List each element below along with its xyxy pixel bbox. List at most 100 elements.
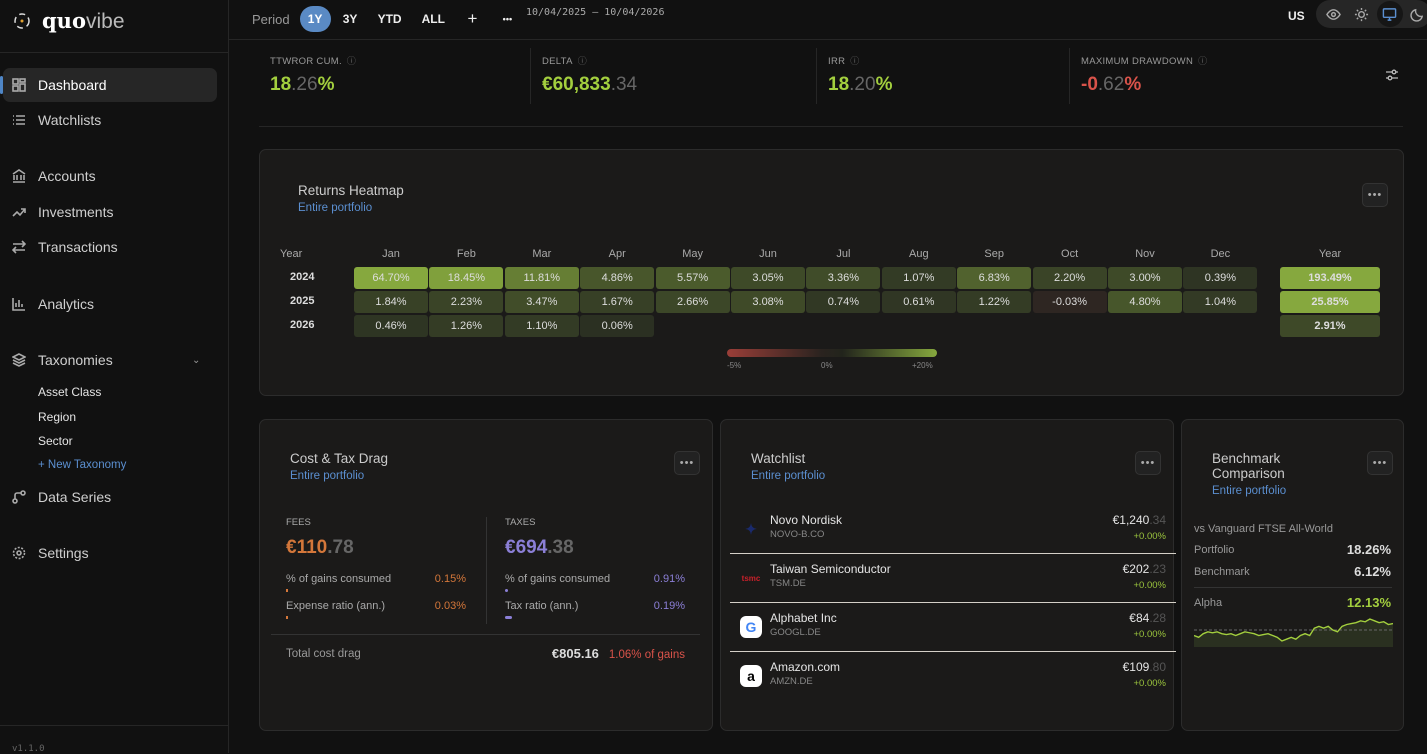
kpi-suffix: % bbox=[1124, 74, 1142, 95]
heatmap-cell[interactable]: 0.06% bbox=[580, 315, 655, 337]
period-1y-button[interactable]: 1Y bbox=[299, 6, 331, 32]
heatmap-cell[interactable]: 0.61% bbox=[881, 291, 956, 313]
year-label: 2024 bbox=[290, 271, 315, 283]
add-period-button[interactable]: + bbox=[467, 9, 478, 28]
info-icon[interactable]: ⓘ bbox=[346, 56, 357, 66]
heatmap-cell[interactable]: 3.08% bbox=[731, 291, 805, 313]
month-header: May bbox=[682, 248, 703, 260]
info-icon[interactable]: ⓘ bbox=[1198, 56, 1208, 66]
label: Transactions bbox=[38, 239, 118, 255]
system-mode-button[interactable] bbox=[1376, 1, 1403, 27]
item-price: €84.28 bbox=[1129, 611, 1166, 625]
gear-icon bbox=[12, 546, 26, 560]
info-icon[interactable]: ⓘ bbox=[577, 56, 588, 66]
heatmap-year-total[interactable]: 25.85% bbox=[1280, 291, 1380, 313]
heatmap-cell[interactable]: 2.23% bbox=[429, 291, 504, 313]
label: % of gains consumed bbox=[505, 573, 611, 585]
topbar: Period 1Y 3Y YTD ALL + ••• 10/04/2025 – … bbox=[229, 0, 1427, 40]
kpi-fraction: .26 bbox=[291, 74, 318, 95]
sidebar-item-accounts[interactable]: Accounts bbox=[0, 159, 229, 193]
heatmap-cell[interactable]: 0.39% bbox=[1183, 267, 1258, 289]
heatmap-cell[interactable]: 1.84% bbox=[354, 291, 428, 313]
heatmap-cell[interactable]: 2.20% bbox=[1032, 267, 1107, 289]
item-change: +0.00% bbox=[1133, 531, 1167, 542]
watchlist-item[interactable]: tsmc Taiwan Semiconductor TSM.DE €202.23 +0.… bbox=[730, 554, 1176, 603]
sidebar-item-dashboard[interactable]: Dashboard bbox=[0, 68, 217, 102]
heatmap-cell[interactable]: 0.74% bbox=[806, 291, 881, 313]
app-logo[interactable]: quovibe bbox=[12, 8, 125, 34]
kpi-main: 18 bbox=[270, 74, 292, 95]
watchlist-item[interactable]: G Alphabet Inc GOOGL.DE €84.28 +0.00% bbox=[730, 603, 1176, 652]
heatmap-cell[interactable]: -0.03% bbox=[1032, 291, 1107, 313]
heatmap-cell[interactable]: 5.57% bbox=[655, 267, 730, 289]
taxonomy-asset-class[interactable]: Asset Class bbox=[38, 385, 102, 399]
heatmap-cell[interactable]: 3.05% bbox=[731, 267, 805, 289]
heatmap-cell[interactable]: 64.70% bbox=[354, 267, 428, 289]
heatmap-cell[interactable]: 18.45% bbox=[429, 267, 504, 289]
more-options-button[interactable]: ••• bbox=[1367, 451, 1393, 475]
sidebar-item-settings[interactable]: Settings bbox=[0, 536, 229, 570]
sidebar-item-analytics[interactable]: Analytics bbox=[0, 287, 229, 321]
heatmap-cell[interactable]: 6.83% bbox=[957, 267, 1032, 289]
locale-button[interactable]: US bbox=[1288, 9, 1305, 23]
kpi-value: -0.62% bbox=[1081, 74, 1207, 96]
kpi-label: TTWROR CUM. ⓘ bbox=[270, 54, 356, 67]
dark-mode-button[interactable] bbox=[1405, 1, 1427, 27]
heatmap-cell[interactable]: 2.66% bbox=[655, 291, 730, 313]
taxonomy-region[interactable]: Region bbox=[38, 410, 77, 424]
moon-icon bbox=[1410, 8, 1424, 22]
heatmap-cell[interactable]: 3.47% bbox=[504, 291, 579, 313]
sidebar-item-investments[interactable]: Investments bbox=[0, 195, 229, 229]
heatmap-cell[interactable]: 11.81% bbox=[504, 267, 579, 289]
more-periods-button[interactable]: ••• bbox=[502, 14, 513, 24]
label: Analytics bbox=[38, 296, 95, 312]
heatmap-cell[interactable]: 1.22% bbox=[957, 291, 1032, 313]
period-ytd-button[interactable]: YTD bbox=[377, 12, 402, 26]
sidebar-item-watchlists[interactable]: Watchlists bbox=[0, 103, 229, 137]
label: % of gains consumed bbox=[286, 573, 392, 585]
period-all-button[interactable]: ALL bbox=[421, 12, 445, 26]
heatmap-cell[interactable]: 3.00% bbox=[1108, 267, 1182, 289]
taxonomy-sector[interactable]: Sector bbox=[38, 434, 73, 448]
kpi-suffix: % bbox=[317, 74, 335, 95]
watchlist-item[interactable]: ✦ Novo Nordisk NOVO-B.CO €1,240.34 +0.00% bbox=[730, 505, 1176, 554]
heatmap-year-total[interactable]: 2.91% bbox=[1280, 315, 1380, 337]
kpi-label-text: TTWROR CUM. bbox=[270, 56, 342, 67]
heatmap-cell[interactable]: 1.04% bbox=[1183, 291, 1258, 313]
more-options-button[interactable]: ••• bbox=[1135, 451, 1161, 475]
scope-link[interactable]: Entire portfolio bbox=[298, 202, 373, 214]
heatmap-cell[interactable]: 4.86% bbox=[580, 267, 655, 289]
watchlist-item[interactable]: a Amazon.com AMZN.DE €109.80 +0.00% bbox=[730, 652, 1176, 701]
new-taxonomy-link[interactable]: + New Taxonomy bbox=[38, 459, 127, 471]
month-header: Dec bbox=[1210, 248, 1231, 260]
light-mode-button[interactable] bbox=[1348, 1, 1374, 27]
sidebar-item-transactions[interactable]: Transactions bbox=[0, 230, 229, 264]
info-icon[interactable]: ⓘ bbox=[850, 56, 860, 66]
heatmap-cell[interactable]: 0.46% bbox=[354, 315, 428, 337]
chevron-down-icon[interactable]: ⌄ bbox=[192, 354, 201, 366]
scope-link[interactable]: Entire portfolio bbox=[751, 470, 826, 482]
heatmap-cell[interactable]: 3.36% bbox=[806, 267, 881, 289]
period-3y-button[interactable]: 3Y bbox=[342, 12, 358, 26]
divider bbox=[0, 52, 229, 53]
price-main: €84 bbox=[1129, 611, 1150, 625]
sidebar-item-data-series[interactable]: Data Series bbox=[0, 480, 229, 514]
scope-link[interactable]: Entire portfolio bbox=[1212, 485, 1287, 497]
heatmap-cell[interactable]: 4.80% bbox=[1108, 291, 1182, 313]
bank-icon bbox=[12, 169, 26, 183]
heatmap-year-total[interactable]: 193.49% bbox=[1280, 267, 1380, 289]
period-label: Period bbox=[252, 11, 290, 27]
scope-link[interactable]: Entire portfolio bbox=[290, 470, 365, 482]
privacy-toggle[interactable] bbox=[1320, 1, 1346, 27]
sidebar-item-taxonomies[interactable]: Taxonomies ⌄ bbox=[0, 343, 229, 377]
heatmap-cell[interactable]: 1.10% bbox=[504, 315, 579, 337]
more-options-button[interactable]: ••• bbox=[674, 451, 700, 475]
date-range[interactable]: 10/04/2025 – 10/04/2026 bbox=[526, 7, 665, 18]
total-label: Total cost drag bbox=[286, 648, 361, 660]
heatmap-cell[interactable]: 1.67% bbox=[580, 291, 655, 313]
heatmap-cell[interactable]: 1.26% bbox=[429, 315, 504, 337]
more-options-button[interactable]: ••• bbox=[1362, 183, 1388, 207]
kpi-2: IRR ⓘ 18.20% bbox=[828, 54, 892, 96]
customize-kpis-button[interactable] bbox=[1385, 68, 1399, 87]
heatmap-cell[interactable]: 1.07% bbox=[881, 267, 956, 289]
